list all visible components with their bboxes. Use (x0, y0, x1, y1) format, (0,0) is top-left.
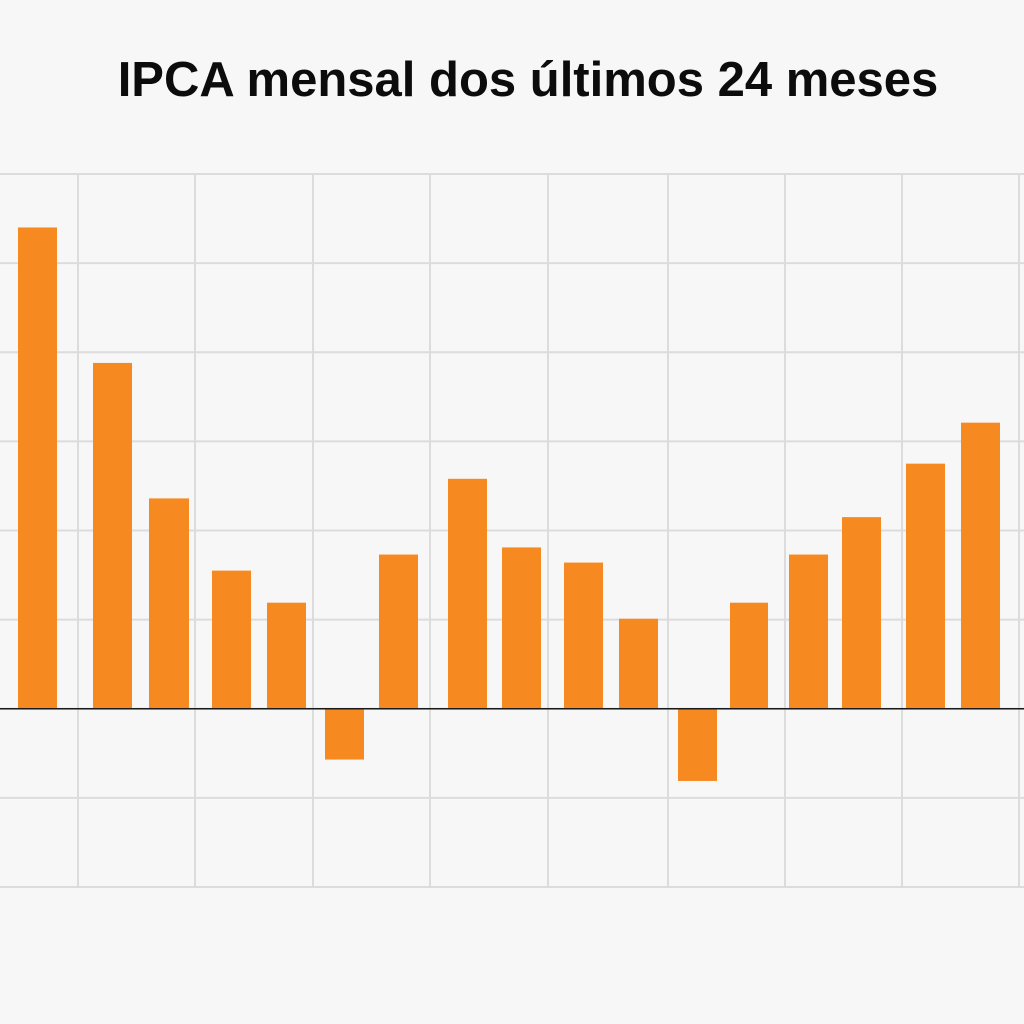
bar (678, 708, 717, 781)
chart-bars (18, 227, 1000, 781)
chart-title: IPCA mensal dos últimos 24 meses (117, 53, 939, 107)
bar (961, 422, 1000, 709)
bar (906, 463, 945, 709)
bar (212, 570, 251, 709)
bar (789, 554, 828, 709)
bar (502, 547, 541, 709)
bar (730, 602, 768, 709)
bar (325, 708, 364, 760)
bar (619, 618, 658, 709)
bar (267, 602, 306, 709)
bar (564, 562, 603, 709)
bar (18, 227, 57, 709)
bar (93, 362, 132, 709)
bar (379, 554, 418, 709)
bar (149, 498, 189, 709)
bar (842, 517, 881, 709)
bar (448, 478, 487, 709)
